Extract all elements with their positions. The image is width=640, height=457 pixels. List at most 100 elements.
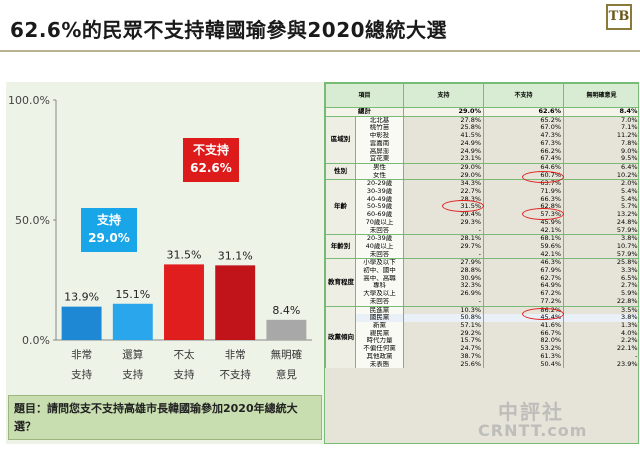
table-cell: 13.2% bbox=[563, 211, 638, 219]
table-row: 年齡別 20-39歲 28.1% 68.1% 3.8% bbox=[325, 234, 638, 259]
table-cell: 28.3% bbox=[403, 195, 484, 204]
table-cell: 4.0% bbox=[563, 329, 638, 338]
bar bbox=[215, 265, 256, 340]
row-label: 高屏澎 bbox=[354, 147, 404, 156]
row-label: 30-39歲 bbox=[354, 188, 404, 196]
table-cell: 10.2% bbox=[563, 171, 638, 180]
header-no-opinion: 無明確意見 bbox=[563, 83, 638, 108]
table-row: 宜花東 23.1% 67.4% 9.5% bbox=[326, 155, 638, 164]
table-cell: 67.4% bbox=[483, 155, 564, 164]
header-support: 支持 bbox=[403, 83, 485, 108]
bar-value-label: 13.9% bbox=[64, 291, 99, 304]
table-cell: 57.1% bbox=[403, 321, 484, 330]
table-cell: 41.6% bbox=[483, 321, 564, 330]
table-cell: 5.9% bbox=[563, 290, 638, 298]
table-row: 新黨 57.1% 41.6% 1.3% bbox=[326, 321, 638, 330]
table-cell: 7.8% bbox=[563, 139, 638, 148]
row-label: 中彰投 bbox=[354, 132, 404, 140]
table-cell: 47.3% bbox=[483, 132, 564, 140]
table-row: 未回答 -77.2% 22.8% bbox=[326, 297, 638, 307]
group-label: 年齡 bbox=[325, 179, 356, 235]
highlight-ellipse-age-30-39 bbox=[522, 208, 564, 220]
table-row: 不偏任何黨 24.7% 53.2% 22.1% bbox=[326, 345, 638, 353]
table-cell: 34.3% bbox=[403, 179, 484, 189]
table-cell: 24.8% bbox=[563, 218, 638, 227]
table-cell: 77.2% bbox=[483, 297, 564, 307]
table-cell: 23.9% bbox=[563, 360, 638, 369]
table-row: 專科 32.3% 64.9% 2.7% bbox=[326, 282, 638, 291]
bar-value-label: 31.1% bbox=[218, 249, 253, 262]
table-cell: 6.4% bbox=[563, 162, 638, 172]
bar-value-label: 15.1% bbox=[115, 288, 150, 301]
table-cell: 64.9% bbox=[483, 282, 564, 291]
table-cell: 27.8% bbox=[403, 115, 484, 125]
table-row: 女性 29.0% 60.7% 10.2% bbox=[326, 171, 638, 180]
table-cell: 9.0% bbox=[563, 147, 638, 156]
row-label: 70歲以上 bbox=[354, 218, 404, 227]
table-cell: 23.1% bbox=[403, 155, 484, 164]
table-cell: 25.8% bbox=[403, 124, 484, 133]
table-cell: 42.1% bbox=[483, 250, 564, 259]
bar-value-label: 31.5% bbox=[167, 248, 202, 261]
table-cell: 41.5% bbox=[403, 132, 484, 140]
table-cell: 24.7% bbox=[403, 345, 484, 353]
bar bbox=[266, 319, 307, 340]
table-cell: 63.7% bbox=[483, 179, 564, 189]
table-row: 其他政黨 38.7% 61.3% - bbox=[326, 352, 638, 361]
callout-oppose-value: 62.6% bbox=[190, 161, 232, 175]
crosstab-table-panel: 項目 支持 不支持 無明確意見 總計 29.0% 62.6% 8.4% 區域別北… bbox=[324, 82, 639, 444]
table-cell: 67.3% bbox=[483, 139, 564, 148]
x-category-label: 支持 bbox=[71, 368, 92, 381]
row-label: 未回答 bbox=[354, 226, 404, 235]
table-row: 40-49歲 28.3% 66.3% 5.4% bbox=[326, 195, 638, 204]
table-cell: 22.7% bbox=[403, 188, 484, 196]
x-category-label: 非常 bbox=[71, 348, 92, 361]
row-label: 宜花東 bbox=[354, 155, 404, 164]
table-cell: - bbox=[563, 352, 638, 361]
table-cell: 2.7% bbox=[563, 282, 638, 291]
table-row: 性別 男性 29.0% 64.6% 6.4% bbox=[325, 162, 638, 180]
survey-question: 題目：請問您支不支持高雄市長韓國瑜參加2020年總統大選？ bbox=[8, 395, 322, 440]
table-cell: 62.8% bbox=[483, 203, 564, 212]
row-label: 未回答 bbox=[354, 297, 404, 307]
logo: TB bbox=[606, 4, 632, 30]
table-cell: 64.6% bbox=[483, 162, 564, 172]
group-label: 政黨傾向 bbox=[325, 305, 356, 369]
table-cell: - bbox=[403, 297, 484, 307]
table-cell: 26.9% bbox=[403, 290, 484, 298]
row-label: 雲嘉南 bbox=[354, 139, 404, 148]
table-cell: 38.7% bbox=[403, 352, 484, 361]
table-row: 時代力量 15.7% 82.0% 2.2% bbox=[326, 337, 638, 346]
table-cell: 22.8% bbox=[563, 297, 638, 307]
callout-oppose: 不支持 62.6% bbox=[183, 138, 239, 182]
table-row: 高中、高職 30.9% 62.7% 6.5% bbox=[326, 274, 638, 283]
table-cell: 32.3% bbox=[403, 282, 484, 291]
x-category-label: 支持 bbox=[174, 368, 195, 381]
table-cell: 29.0% bbox=[403, 171, 484, 180]
table-cell: 29.2% bbox=[403, 329, 484, 338]
table-row: 初中、國中 28.8% 67.9% 3.3% bbox=[326, 267, 638, 275]
row-label: 其他政黨 bbox=[354, 352, 404, 361]
table-row: 國民黨 50.8% 45.4% 3.8% bbox=[326, 314, 638, 322]
table-cell: 9.5% bbox=[563, 155, 638, 164]
row-label: 專科 bbox=[354, 282, 404, 291]
row-label: 40-49歲 bbox=[354, 195, 404, 204]
table-cell: 3.8% bbox=[563, 234, 638, 243]
callout-support-label: 支持 bbox=[96, 213, 121, 227]
table-cell: 61.3% bbox=[483, 352, 564, 361]
row-label: 20-29歲 bbox=[354, 179, 404, 189]
y-tick-label: 50.0% bbox=[15, 214, 50, 227]
row-label: 小學及以下 bbox=[354, 258, 404, 268]
x-category-label: 還算 bbox=[122, 348, 143, 361]
highlight-ellipse-junior-high bbox=[522, 308, 564, 320]
table-row-total: 總計 29.0% 62.6% 8.4% bbox=[325, 107, 638, 117]
table-cell: 3.5% bbox=[563, 305, 638, 315]
table-cell: 29.4% bbox=[403, 211, 484, 219]
table-cell: - bbox=[403, 226, 484, 235]
table-cell: 66.7% bbox=[483, 329, 564, 338]
table-row: 政黨傾向 民進黨 10.3% 86.2% 3.5% bbox=[325, 305, 638, 369]
table-cell: 27.9% bbox=[403, 258, 484, 268]
bar bbox=[61, 306, 102, 340]
x-category-label: 支持 bbox=[122, 368, 143, 381]
table-cell: 3.8% bbox=[563, 314, 638, 322]
